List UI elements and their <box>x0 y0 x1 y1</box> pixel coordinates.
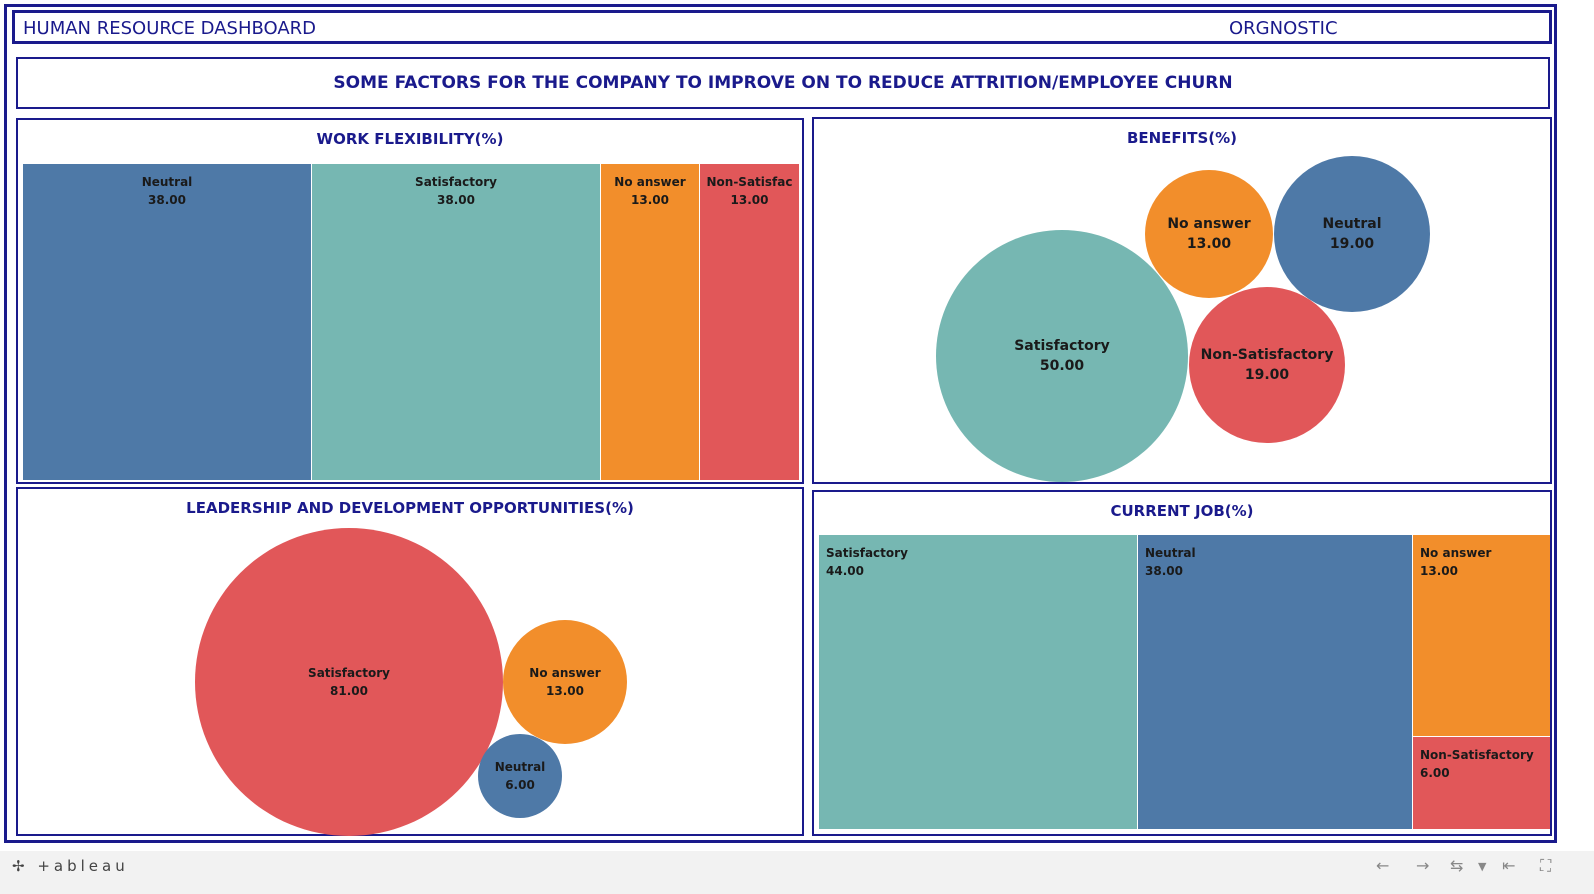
brand-name: ORGNOSTIC <box>1229 18 1338 39</box>
undo-icon[interactable]: ← <box>1376 856 1390 875</box>
bubble-value: 6.00 <box>505 778 535 792</box>
cj-tile-neutral[interactable]: Neutral 38.00 <box>1138 535 1413 829</box>
wf-tile-value: 13.00 <box>631 193 669 207</box>
dashboard-subtitle: SOME FACTORS FOR THE COMPANY TO IMPROVE … <box>16 57 1550 109</box>
wf-tile-satisfactory[interactable]: Satisfactory 38.00 <box>312 164 601 480</box>
bubble-label: Non-Satisfactory <box>1200 347 1334 363</box>
leadership-title: LEADERSHIP AND DEVELOPMENT OPPORTUNITIES… <box>186 499 634 517</box>
bubble-label: No answer <box>529 666 601 680</box>
benefits-bubble-satisfactory[interactable]: Satisfactory 50.00 <box>936 230 1188 482</box>
current-job-panel: CURRENT JOB(%) Satisfactory 44.00 Neutra… <box>812 490 1552 836</box>
tableau-toolbar: ✢ +ableau ← → ⇆ ▼ ⇤ ⛶ <box>0 851 1594 894</box>
benefits-bubble-non-satisfactory[interactable]: Non-Satisfactory 19.00 <box>1189 287 1345 443</box>
work-flexibility-title: WORK FLEXIBILITY(%) <box>316 130 504 148</box>
wf-tile-label: Non-Satisfac <box>706 175 793 189</box>
benefits-bubble-neutral[interactable]: Neutral 19.00 <box>1274 156 1430 312</box>
leadership-bubble-neutral[interactable]: Neutral 6.00 <box>478 734 562 818</box>
bubble-label: No answer <box>1167 216 1251 232</box>
bubble-label: Neutral <box>494 760 546 774</box>
cj-tile-label: Non-Satisfactory <box>1420 748 1534 762</box>
cj-tile-no-answer[interactable]: No answer 13.00 <box>1413 535 1550 737</box>
bubble-value: 19.00 <box>1329 236 1375 252</box>
redo-icon[interactable]: → <box>1416 856 1430 875</box>
wf-tile-neutral[interactable]: Neutral 38.00 <box>23 164 312 480</box>
cj-tile-satisfactory[interactable]: Satisfactory 44.00 <box>819 535 1138 829</box>
tableau-logo[interactable]: ✢ +ableau <box>12 857 129 875</box>
bubble-value: 81.00 <box>330 684 368 698</box>
reset-icon[interactable]: ⇤ <box>1502 856 1516 875</box>
cj-tile-non-satisfactory[interactable]: Non-Satisfactory 6.00 <box>1413 737 1550 829</box>
tableau-logo-text: +ableau <box>37 857 129 875</box>
wf-tile-no-answer[interactable]: No answer 13.00 <box>601 164 700 480</box>
bubble-value: 13.00 <box>1186 236 1232 252</box>
revert-icon[interactable]: ⇆ <box>1450 856 1464 875</box>
cj-tile-value: 44.00 <box>826 564 864 578</box>
wf-tile-non-satisfactory[interactable]: Non-Satisfac 13.00 <box>700 164 799 480</box>
wf-tile-value: 38.00 <box>148 193 186 207</box>
cj-tile-label: Neutral <box>1145 546 1196 560</box>
bubble-label: Neutral <box>1322 216 1382 232</box>
cj-tile-value: 13.00 <box>1420 564 1458 578</box>
cj-tile-value: 38.00 <box>1145 564 1183 578</box>
wf-tile-label: Satisfactory <box>415 175 497 189</box>
chevron-down-icon[interactable]: ▼ <box>1478 860 1487 873</box>
wf-tile-label: Neutral <box>141 175 193 189</box>
current-job-title: CURRENT JOB(%) <box>1110 502 1254 520</box>
wf-tile-label: No answer <box>614 175 686 189</box>
tableau-cross-icon: ✢ <box>12 857 29 875</box>
leadership-bubble-satisfactory[interactable]: Satisfactory 81.00 <box>195 528 503 836</box>
bubble-value: 13.00 <box>546 684 584 698</box>
cj-tile-label: Satisfactory <box>826 546 908 560</box>
benefits-panel: BENEFITS(%) Satisfactory 50.00 No answer… <box>812 117 1552 484</box>
bubble-value: 50.00 <box>1039 358 1085 374</box>
leadership-bubble-no-answer[interactable]: No answer 13.00 <box>503 620 627 744</box>
bubble-value: 19.00 <box>1244 367 1290 383</box>
benefits-bubble-no-answer[interactable]: No answer 13.00 <box>1145 170 1273 298</box>
wf-tile-value: 13.00 <box>730 193 769 207</box>
leadership-panel: LEADERSHIP AND DEVELOPMENT OPPORTUNITIES… <box>16 487 804 836</box>
dashboard-frame <box>4 4 1557 843</box>
wf-tile-value: 38.00 <box>437 193 475 207</box>
work-flexibility-treemap: Neutral 38.00 Satisfactory 38.00 No answ… <box>23 164 799 480</box>
bubble-label: Satisfactory <box>308 666 390 680</box>
benefits-title: BENEFITS(%) <box>1126 129 1238 147</box>
cj-tile-label: No answer <box>1420 546 1492 560</box>
fullscreen-icon[interactable]: ⛶ <box>1540 856 1552 875</box>
current-job-treemap: Satisfactory 44.00 Neutral 38.00 No answ… <box>819 535 1550 829</box>
dashboard-header: HUMAN RESOURCE DASHBOARD ORGNOSTIC <box>12 10 1552 44</box>
bubble-label: Satisfactory <box>1014 338 1110 354</box>
cj-tile-value: 6.00 <box>1420 766 1450 780</box>
dashboard-title: HUMAN RESOURCE DASHBOARD <box>23 18 317 39</box>
work-flexibility-panel: WORK FLEXIBILITY(%) Neutral 38.00 Satisf… <box>16 118 804 484</box>
